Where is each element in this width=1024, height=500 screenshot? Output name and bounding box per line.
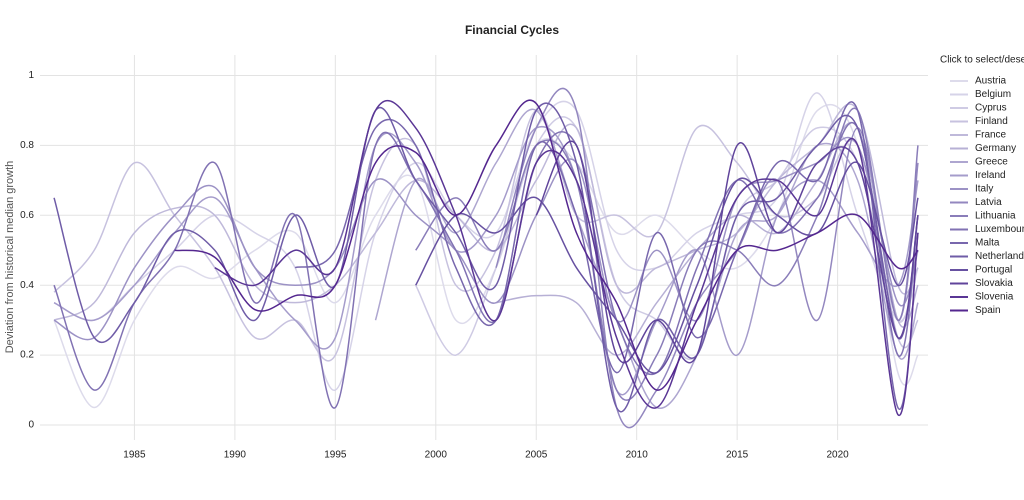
legend-item[interactable]: Cyprus xyxy=(950,103,1007,114)
legend-label: Belgium xyxy=(975,89,1011,100)
legend-label: Luxembourg xyxy=(975,224,1024,235)
legend-item[interactable]: Lithuania xyxy=(950,211,1016,222)
legend-item[interactable]: Spain xyxy=(950,305,1001,316)
legend-label: France xyxy=(975,130,1007,141)
legend-label: Netherlands xyxy=(975,251,1024,262)
legend-label: Ireland xyxy=(975,170,1006,181)
y-tick-label: 0.2 xyxy=(20,350,34,361)
series-line xyxy=(53,92,919,391)
legend-label: Malta xyxy=(975,238,1000,249)
legend-item[interactable]: Ireland xyxy=(950,170,1006,181)
series-line xyxy=(294,101,919,410)
series-line xyxy=(53,109,919,362)
legend: Austria Belgium Cyprus Finland France Germany… xyxy=(950,76,1024,316)
chart-title: Financial Cycles xyxy=(465,23,559,37)
legend-item[interactable]: Luxembourg xyxy=(950,224,1024,235)
series-line xyxy=(415,161,919,374)
legend-item[interactable]: Finland xyxy=(950,116,1008,127)
x-tick-label: 2010 xyxy=(626,450,649,461)
x-tick-label: 1985 xyxy=(123,450,146,461)
x-tick-label: 2000 xyxy=(425,450,448,461)
plot-area xyxy=(53,87,919,429)
y-tick-label: 0.8 xyxy=(20,140,34,151)
legend-item[interactable]: Malta xyxy=(950,238,1000,249)
legend-label: Spain xyxy=(975,305,1001,316)
y-tick-label: 1 xyxy=(28,70,34,81)
legend-item[interactable]: Italy xyxy=(950,184,993,195)
x-tick-label: 1990 xyxy=(224,450,247,461)
series-line xyxy=(214,99,919,416)
legend-label: Greece xyxy=(975,157,1008,168)
legend-label: Finland xyxy=(975,116,1008,127)
grid: 0 0.2 0.4 0.6 0.8 1 1985 1990 1995 2000 2005 2010 20… xyxy=(20,55,928,461)
legend-item[interactable]: Germany xyxy=(950,143,1016,154)
legend-item[interactable]: Slovenia xyxy=(950,292,1014,303)
y-tick-label: 0.6 xyxy=(20,210,34,221)
legend-label: Cyprus xyxy=(975,103,1007,114)
legend-item[interactable]: Austria xyxy=(950,76,1007,87)
series-line xyxy=(374,108,919,409)
legend-label: Slovakia xyxy=(975,278,1013,289)
x-tick-label: 2020 xyxy=(826,450,849,461)
y-axis-title: Deviation from historical median growth xyxy=(4,161,16,354)
legend-label: Austria xyxy=(975,76,1007,87)
legend-item[interactable]: Latvia xyxy=(950,197,1002,208)
series-line xyxy=(53,103,919,409)
legend-item[interactable]: Portugal xyxy=(950,265,1012,276)
series-line xyxy=(535,140,919,364)
legend-label: Italy xyxy=(975,184,993,195)
series-line xyxy=(53,102,919,413)
legend-label: Lithuania xyxy=(975,211,1016,222)
legend-label: Latvia xyxy=(975,197,1002,208)
legend-item[interactable]: France xyxy=(950,130,1007,141)
x-tick-label: 1995 xyxy=(324,450,347,461)
legend-item[interactable]: Greece xyxy=(950,157,1008,168)
series-line xyxy=(415,107,919,401)
legend-label: Portugal xyxy=(975,265,1012,276)
y-tick-label: 0 xyxy=(28,420,34,431)
y-tick-label: 0.4 xyxy=(20,280,34,291)
x-tick-label: 2005 xyxy=(525,450,548,461)
legend-label: Slovenia xyxy=(975,292,1014,303)
series-line xyxy=(495,87,919,429)
legend-label: Germany xyxy=(975,143,1016,154)
legend-item[interactable]: Slovakia xyxy=(950,278,1013,289)
x-tick-label: 2015 xyxy=(726,450,749,461)
series-line xyxy=(174,99,919,391)
legend-item[interactable]: Netherlands xyxy=(950,251,1024,262)
legend-title: Click to select/deselect xyxy=(940,55,1024,66)
legend-item[interactable]: Belgium xyxy=(950,89,1011,100)
